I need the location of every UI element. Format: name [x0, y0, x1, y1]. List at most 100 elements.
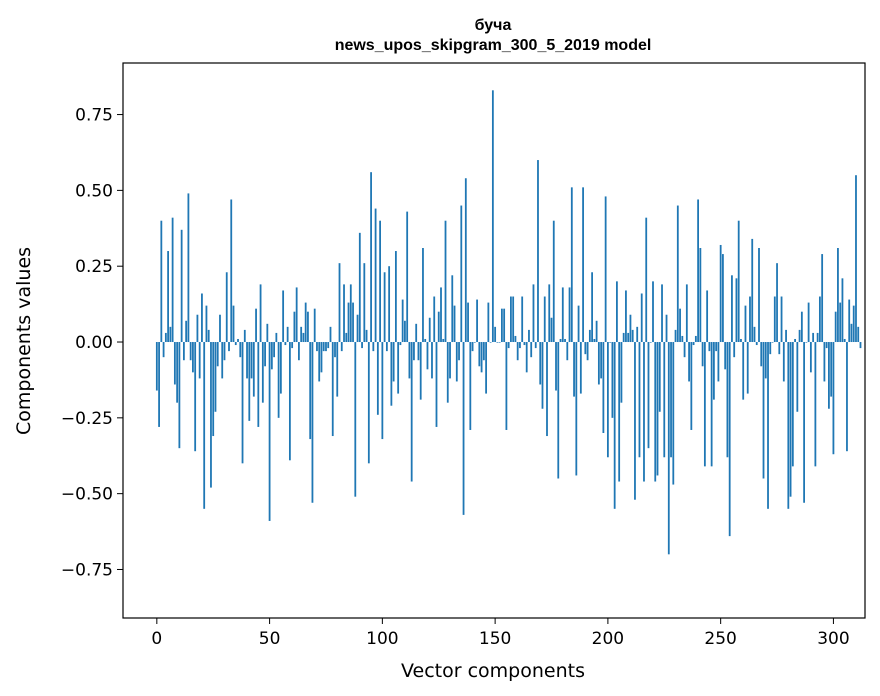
bar [325, 342, 327, 352]
x-axis-label: Vector components [401, 660, 585, 682]
bar [164, 332, 167, 343]
y-tick-label: −0.25 [61, 409, 113, 429]
bar [428, 317, 431, 343]
bar [762, 342, 765, 479]
bar [570, 187, 573, 343]
bar [300, 326, 303, 343]
bar [451, 275, 454, 343]
bar [613, 342, 616, 509]
bar [390, 342, 393, 406]
bar [469, 342, 472, 430]
bar [273, 342, 275, 358]
bar [699, 248, 702, 343]
bar [661, 284, 663, 343]
bar [449, 342, 451, 379]
bar [261, 342, 264, 403]
bar [629, 314, 632, 343]
bar [410, 342, 413, 482]
bar [706, 290, 709, 343]
bar [500, 308, 503, 343]
y-tick-label: 0.25 [75, 257, 113, 277]
bar [334, 342, 336, 358]
bar [176, 342, 179, 403]
bar [760, 342, 763, 367]
bar [257, 342, 260, 427]
bar [237, 338, 239, 343]
bar [462, 342, 465, 515]
bar [823, 342, 826, 382]
bar [832, 342, 835, 455]
bar [645, 217, 648, 343]
bar [737, 220, 740, 343]
bar [358, 232, 361, 343]
bar [198, 342, 201, 379]
bar [442, 338, 445, 343]
bar [338, 263, 341, 343]
x-tick-label: 250 [704, 629, 736, 649]
bar [724, 342, 727, 370]
bar [620, 342, 623, 403]
bar [167, 251, 169, 343]
bar [286, 326, 289, 343]
bar [841, 278, 844, 343]
bar [606, 342, 609, 458]
y-tick-label: −0.50 [61, 485, 113, 505]
bar [243, 329, 246, 343]
bar [507, 342, 510, 349]
bar [625, 290, 627, 343]
bar [667, 342, 670, 555]
bar [467, 302, 469, 343]
bar [446, 342, 449, 403]
bar [728, 342, 731, 537]
bar [363, 263, 366, 343]
bar [482, 342, 485, 361]
bar [812, 332, 815, 343]
bar [647, 342, 650, 449]
bar [771, 342, 774, 343]
bar [194, 342, 197, 452]
bar [753, 326, 756, 343]
bar [383, 272, 386, 343]
bar [498, 342, 501, 343]
bar [800, 311, 803, 343]
bar [846, 342, 848, 452]
bar [600, 342, 603, 379]
bar [347, 302, 350, 343]
chart-title: буча [475, 17, 512, 34]
bar [735, 278, 738, 343]
bar [857, 326, 860, 343]
y-tick-label: 0.50 [75, 181, 113, 201]
bar [349, 284, 352, 343]
bar [616, 281, 618, 343]
bar [282, 290, 285, 343]
bar [859, 342, 862, 349]
bar [437, 311, 440, 343]
bar [719, 244, 722, 343]
bar [722, 254, 724, 343]
bar [354, 342, 357, 497]
bar [340, 342, 343, 352]
bar [550, 317, 553, 343]
bar [399, 342, 402, 346]
bar [593, 338, 596, 343]
bar [397, 342, 400, 394]
bar [818, 296, 821, 343]
bar [672, 342, 675, 485]
bar [636, 326, 639, 343]
bar [584, 342, 587, 355]
bar [568, 287, 571, 343]
bar [523, 342, 526, 346]
x-tick-label: 100 [366, 629, 398, 649]
bar [611, 342, 614, 418]
bar [496, 342, 499, 343]
bar [649, 342, 652, 343]
bar [322, 342, 325, 352]
bar [304, 302, 307, 343]
bar [712, 342, 715, 400]
bar [575, 342, 578, 476]
bar [307, 311, 309, 343]
bar [609, 342, 612, 343]
bar [264, 342, 266, 367]
bar [688, 342, 690, 382]
y-tick-label: 0.00 [75, 333, 113, 353]
